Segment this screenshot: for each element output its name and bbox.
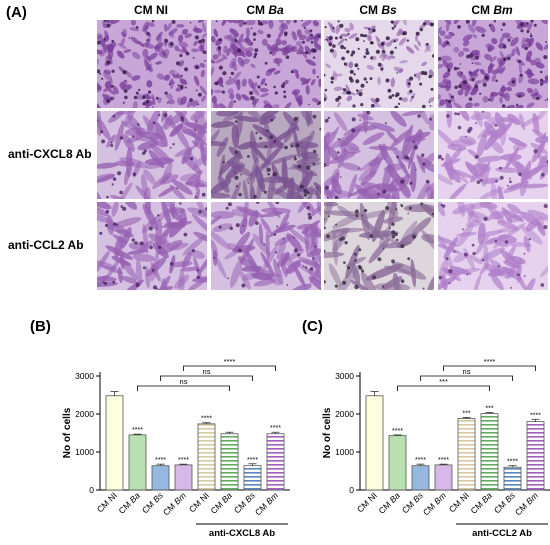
column-label-2: CM Bs <box>324 3 432 17</box>
bracket-label: **** <box>224 357 236 366</box>
row-label-2: anti-CCL2 Ab <box>8 238 84 252</box>
significance-label: **** <box>530 412 541 419</box>
micrograph-r0-c0 <box>97 20 207 108</box>
x-tick-label: CM Bm <box>253 490 280 517</box>
significance-label: **** <box>270 425 281 432</box>
micrograph-r2-c1 <box>211 202 321 290</box>
bar <box>526 421 545 491</box>
column-label-prefix: CM <box>359 3 382 17</box>
y-tick-label: 0 <box>89 485 94 495</box>
significance-label: **** <box>507 459 518 466</box>
micrograph-r1-c3 <box>438 111 548 199</box>
y-tick-label: 3000 <box>335 371 354 381</box>
micrograph-r2-c0 <box>97 202 207 290</box>
significance-label: *** <box>462 410 470 417</box>
column-label-prefix: CM <box>471 3 494 17</box>
bracket-label: **** <box>484 357 496 366</box>
micrograph-r2-c2 <box>324 202 434 290</box>
column-label-prefix: CM <box>246 3 269 17</box>
x-tick-label: CM Ba <box>208 490 234 516</box>
micrograph-r1-c1 <box>211 111 321 199</box>
column-label-3: CM Bm <box>438 3 546 17</box>
x-tick-label: CM NI <box>95 490 119 514</box>
x-tick-label: CM Ba <box>468 490 494 516</box>
significance-label: **** <box>392 428 403 435</box>
column-label-name: Bm <box>493 3 513 17</box>
bar-chart-b: No of cells 0 1000 2000 3000 CM NI **** CM Ba **… <box>62 357 290 539</box>
x-tick-label: CM NI <box>355 490 379 514</box>
bar <box>105 395 124 491</box>
micrograph-r2-c3 <box>438 202 548 290</box>
bar <box>365 395 384 491</box>
y-axis-label: No of cells <box>322 407 333 458</box>
group-label: anti-CCL2 Ab <box>472 528 532 539</box>
bracket-label: *** <box>439 377 448 386</box>
panel-c-label: (C) <box>302 318 323 335</box>
bar <box>197 423 216 491</box>
comparison-bracket <box>183 365 276 371</box>
comparison-bracket <box>420 375 513 381</box>
panel-b-label: (B) <box>30 318 51 335</box>
bar <box>457 418 476 491</box>
bar <box>128 434 147 491</box>
x-tick-label: CM Ba <box>116 490 142 516</box>
bar <box>174 464 193 491</box>
panel-a-label: (A) <box>6 4 27 21</box>
significance-label: **** <box>438 457 449 464</box>
significance-label: **** <box>155 457 166 464</box>
bar <box>243 465 262 491</box>
column-label-1: CM Ba <box>211 3 319 17</box>
column-label-name: NI <box>156 3 168 17</box>
column-label-0: CM NI <box>97 3 205 17</box>
bracket-label: ns <box>203 367 211 376</box>
comparison-bracket <box>160 375 253 381</box>
bar <box>151 465 170 491</box>
y-axis-label: No of cells <box>62 407 73 458</box>
significance-label: **** <box>132 427 143 434</box>
bracket-label: ns <box>463 367 471 376</box>
comparison-bracket <box>397 385 490 391</box>
x-tick-label: CM Ba <box>376 490 402 516</box>
y-tick-label: 3000 <box>75 371 94 381</box>
micrograph-r0-c2 <box>324 20 434 108</box>
bar <box>434 464 453 491</box>
bar-chart-c: No of cells 0 1000 2000 3000 CM NI **** CM Ba **… <box>322 357 550 539</box>
x-tick-label: CM NI <box>447 490 471 514</box>
micrograph-r0-c1 <box>211 20 321 108</box>
column-label-prefix: CM <box>134 3 156 17</box>
x-tick-label: CM Bm <box>513 490 540 517</box>
comparison-bracket <box>443 365 536 371</box>
y-tick-label: 1000 <box>75 447 94 457</box>
bracket-label: ns <box>180 377 188 386</box>
significance-label: **** <box>178 457 189 464</box>
y-tick-label: 2000 <box>75 409 94 419</box>
bar <box>411 465 430 491</box>
x-tick-label: CM NI <box>187 490 211 514</box>
significance-label: **** <box>415 457 426 464</box>
bar <box>388 435 407 491</box>
comparison-bracket <box>137 385 230 391</box>
column-label-name: Bs <box>381 3 397 17</box>
y-tick-label: 0 <box>349 485 354 495</box>
bar <box>266 433 285 491</box>
x-tick-label: CM Bm <box>421 490 448 517</box>
micrograph-r1-c2 <box>324 111 434 199</box>
bar <box>220 433 239 491</box>
group-label: anti-CXCL8 Ab <box>209 528 275 539</box>
micrograph-r0-c3 <box>438 20 548 108</box>
bar <box>480 413 499 491</box>
micrograph-r1-c0 <box>97 111 207 199</box>
y-tick-label: 2000 <box>335 409 354 419</box>
y-tick-label: 1000 <box>335 447 354 457</box>
significance-label: **** <box>247 457 258 464</box>
x-tick-label: CM Bm <box>161 490 188 517</box>
significance-label: **** <box>201 416 212 423</box>
bar <box>503 466 522 491</box>
row-label-1: anti-CXCL8 Ab <box>8 147 92 161</box>
column-label-name: Ba <box>268 3 284 17</box>
significance-label: *** <box>485 405 493 412</box>
